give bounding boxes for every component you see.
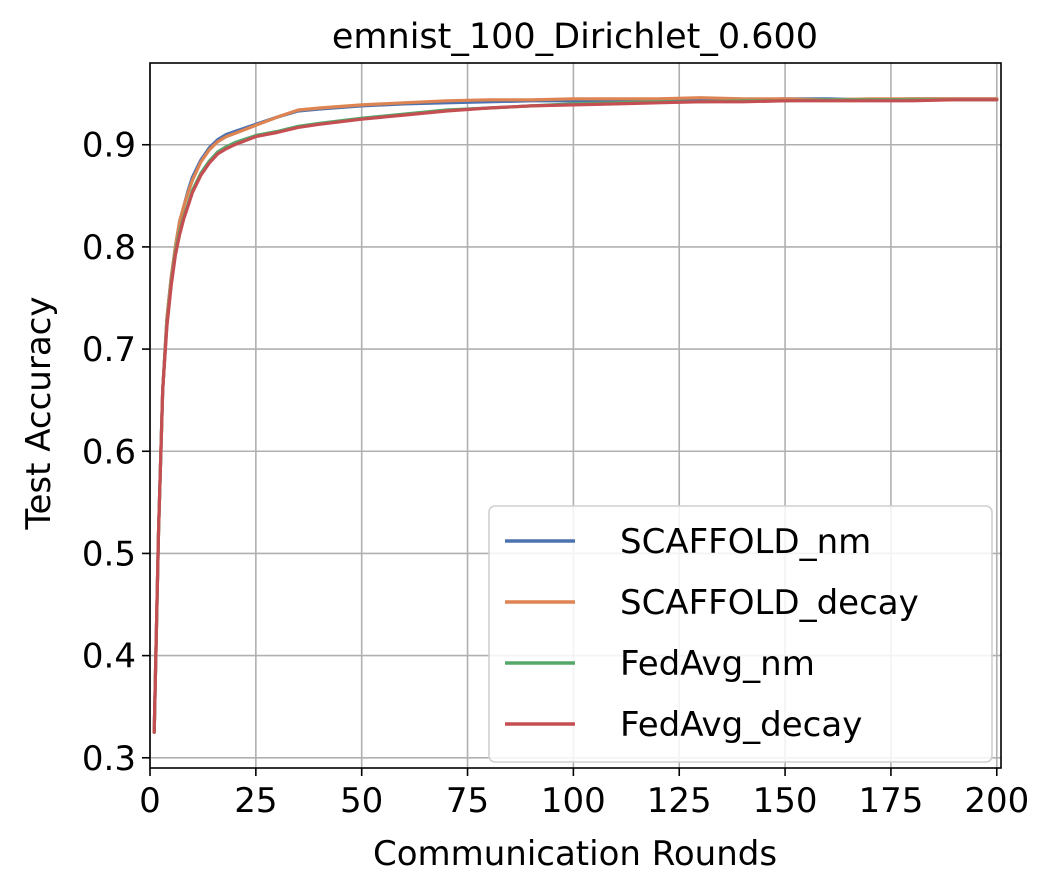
chart-title: emnist_100_Dirichlet_0.600 (332, 17, 818, 57)
legend-box (488, 505, 993, 763)
legend-label: SCAFFOLD_nm (620, 522, 871, 562)
y-tick-label: 0.6 (82, 432, 136, 472)
x-tick-label: 100 (541, 781, 606, 821)
plot-frame (149, 62, 1002, 769)
x-axis-ticks: 0 25 50 75 100 125 150 175 200 (139, 768, 1029, 821)
x-tick-label: 200 (964, 781, 1029, 821)
y-tick-label: 0.9 (82, 126, 136, 166)
y-axis-label: Test Accuracy (19, 297, 59, 531)
series-lines (152, 96, 999, 734)
grid (149, 63, 1001, 768)
y-axis-ticks: 0.3 0.4 0.5 0.6 0.7 0.8 0.9 (82, 126, 150, 779)
y-tick-label: 0.4 (82, 637, 136, 677)
y-tick-label: 0.7 (82, 330, 136, 370)
y-tick-label: 0.8 (82, 228, 136, 268)
y-tick-label: 0.5 (82, 534, 136, 574)
x-tick-label: 50 (340, 781, 383, 821)
x-tick-label: 175 (858, 781, 923, 821)
legend-label: FedAvg_nm (620, 644, 815, 684)
x-axis-label: Communication Rounds (373, 834, 777, 874)
legend: SCAFFOLD_nm SCAFFOLD_decay FedAvg_nm FedAvg… (488, 505, 993, 763)
legend-label: SCAFFOLD_decay (620, 583, 919, 623)
x-tick-label: 150 (753, 781, 818, 821)
series-line-fedavg-decay (152, 98, 999, 734)
series-line-scaffold-decay (152, 96, 999, 734)
x-tick-label: 125 (647, 781, 712, 821)
x-tick-label: 75 (446, 781, 489, 821)
x-tick-label: 25 (234, 781, 277, 821)
y-tick-label: 0.3 (82, 739, 136, 779)
x-tick-label: 0 (139, 781, 161, 821)
legend-label: FedAvg_decay (620, 705, 862, 745)
